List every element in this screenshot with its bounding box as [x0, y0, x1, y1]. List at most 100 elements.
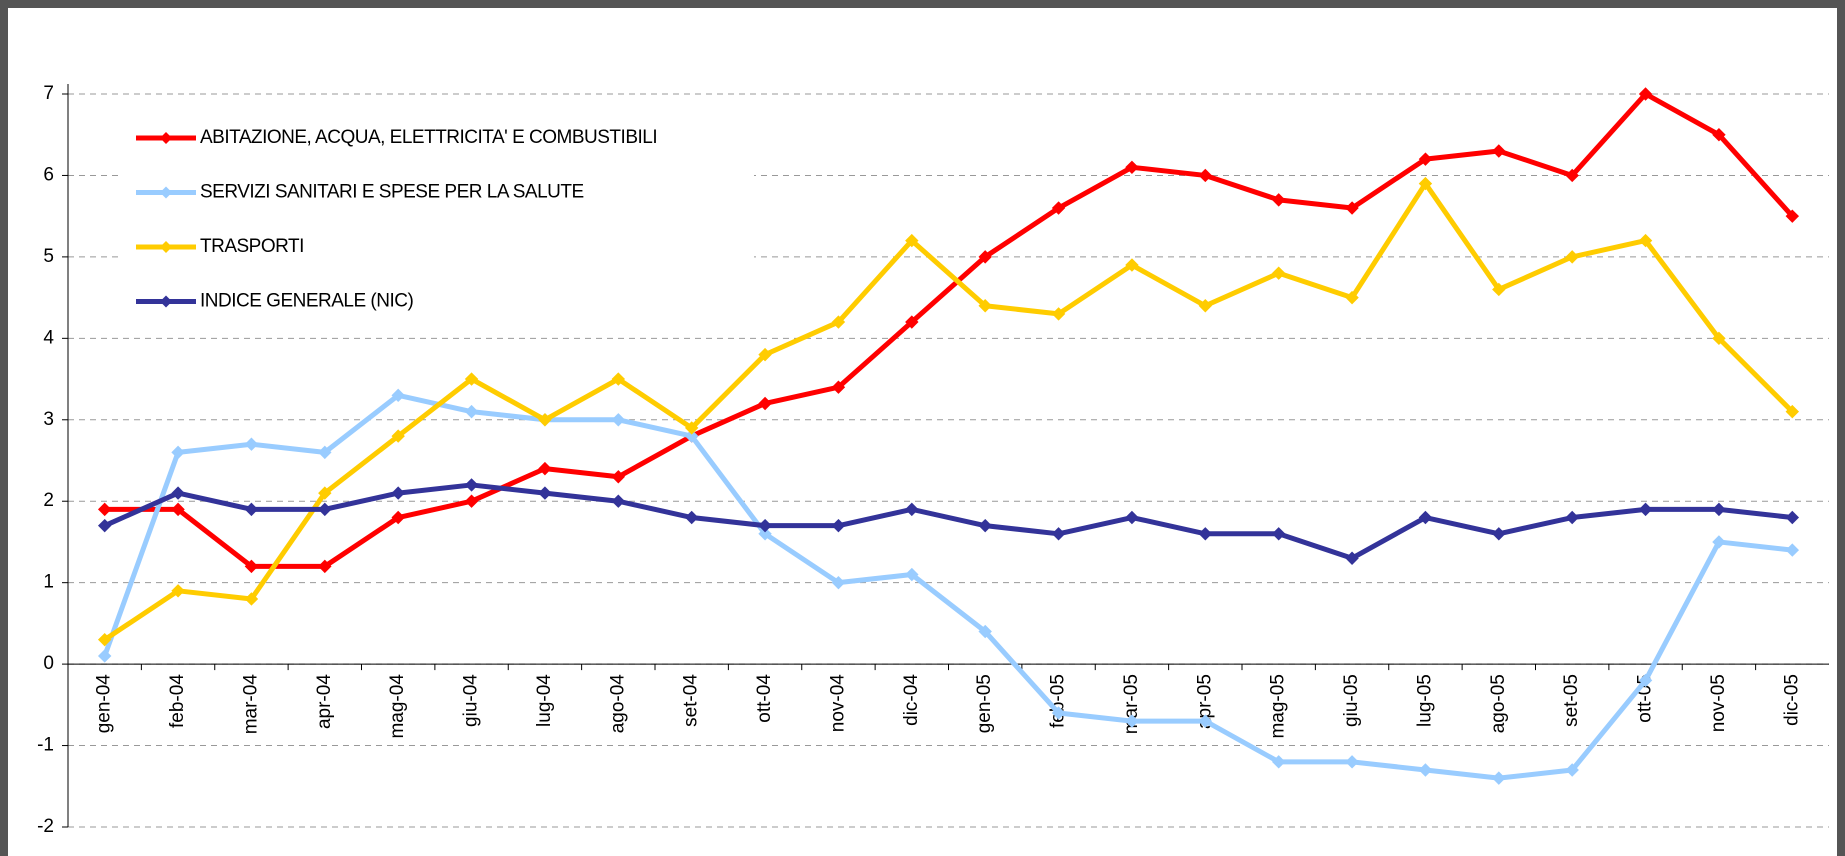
- data-point: [1271, 755, 1286, 769]
- data-point: [1125, 160, 1139, 175]
- data-point: [1785, 510, 1800, 525]
- legend-label: ABITAZIONE, ACQUA, ELETTRICITA' E COMBUS…: [200, 127, 657, 148]
- data-point: [97, 649, 112, 663]
- data-point: [684, 421, 699, 435]
- data-point: [1051, 307, 1066, 321]
- data-point: [1198, 714, 1213, 728]
- x-tick-label: ott-04: [754, 674, 775, 723]
- x-tick-label: ago-05: [1488, 674, 1509, 733]
- x-tick-label: lug-04: [534, 674, 555, 727]
- data-point: [1125, 258, 1139, 272]
- data-point: [538, 413, 552, 427]
- legend-box: [118, 112, 754, 326]
- data-point: [318, 486, 332, 500]
- data-point: [1271, 193, 1286, 207]
- legend-label: TRASPORTI: [200, 236, 304, 257]
- data-point: [1418, 176, 1433, 191]
- series-line: [103, 482, 1793, 561]
- y-tick-label: -1: [37, 735, 54, 756]
- x-tick-label: nov-04: [827, 674, 848, 733]
- data-point: [1345, 201, 1359, 215]
- data-point: [538, 486, 552, 500]
- data-point: [831, 575, 846, 590]
- data-point: [1271, 266, 1286, 280]
- data-point: [464, 404, 479, 419]
- data-point: [1051, 527, 1066, 541]
- y-tick-label: -2: [37, 816, 54, 837]
- data-point: [1712, 502, 1726, 517]
- data-point: [1565, 168, 1579, 183]
- data-point: [758, 527, 772, 541]
- data-point: [391, 510, 405, 525]
- x-tick-label: set-05: [1561, 674, 1582, 727]
- data-point: [171, 502, 185, 517]
- series-line: [104, 91, 1795, 569]
- data-point: [244, 437, 259, 451]
- data-point: [97, 632, 112, 647]
- legend-marker: [160, 295, 172, 308]
- data-point: [1198, 299, 1213, 313]
- legend-marker: [160, 186, 172, 199]
- x-tick-label: giu-05: [1341, 674, 1362, 727]
- data-point: [244, 592, 259, 606]
- data-point: [1492, 144, 1506, 158]
- data-point: [1345, 290, 1359, 305]
- x-tick-label: gen-05: [974, 674, 995, 733]
- data-point: [318, 502, 332, 517]
- legend-marker: [160, 241, 172, 253]
- data-point: [1051, 201, 1066, 215]
- data-point: [538, 461, 552, 476]
- data-point: [464, 372, 479, 386]
- data-point: [684, 510, 699, 525]
- x-tick-label: dic-05: [1781, 674, 1802, 726]
- data-point: [1712, 331, 1726, 346]
- data-point: [1638, 673, 1653, 688]
- data-point: [684, 429, 699, 443]
- data-point: [1565, 510, 1579, 525]
- data-point: [97, 502, 112, 517]
- x-tick-label: nov-05: [1708, 674, 1729, 732]
- data-point: [1051, 706, 1066, 720]
- x-tick-label: lug-05: [1414, 674, 1435, 727]
- series-line: [102, 392, 1793, 781]
- data-point: [318, 559, 332, 574]
- data-point: [171, 584, 185, 598]
- data-point: [244, 559, 259, 574]
- data-point: [318, 445, 332, 460]
- data-point: [391, 486, 405, 500]
- y-tick-label: 2: [43, 490, 54, 511]
- data-point: [758, 396, 772, 411]
- data-point: [1638, 502, 1653, 517]
- data-point: [831, 380, 846, 394]
- data-point: [1345, 755, 1359, 769]
- x-tick-label: mag-04: [387, 674, 408, 739]
- x-tick-label: mag-05: [1268, 674, 1289, 738]
- data-point: [1712, 535, 1726, 549]
- data-point: [1638, 87, 1653, 101]
- data-point: [1418, 152, 1433, 166]
- x-tick-label: dic-04: [901, 674, 922, 726]
- legend-marker: [160, 132, 172, 144]
- data-point: [978, 250, 992, 264]
- data-point: [611, 413, 626, 427]
- x-tick-label: set-04: [681, 674, 702, 727]
- data-point: [244, 502, 259, 517]
- x-tick-label: mar-04: [240, 674, 261, 735]
- data-point: [1198, 527, 1213, 541]
- data-point: [1565, 763, 1579, 777]
- data-point: [978, 299, 992, 313]
- data-point: [1565, 250, 1579, 264]
- data-point: [1492, 527, 1506, 541]
- y-tick-label: 0: [43, 653, 54, 674]
- data-point: [905, 315, 919, 329]
- y-tick-label: 7: [43, 83, 54, 104]
- data-point: [1418, 763, 1433, 777]
- x-tick-label: apr-05: [1194, 674, 1215, 729]
- data-point: [1198, 168, 1213, 183]
- data-point: [171, 445, 185, 460]
- data-point: [831, 518, 846, 533]
- x-tick-label: apr-04: [314, 674, 335, 729]
- data-point: [391, 388, 405, 403]
- data-point: [391, 429, 405, 443]
